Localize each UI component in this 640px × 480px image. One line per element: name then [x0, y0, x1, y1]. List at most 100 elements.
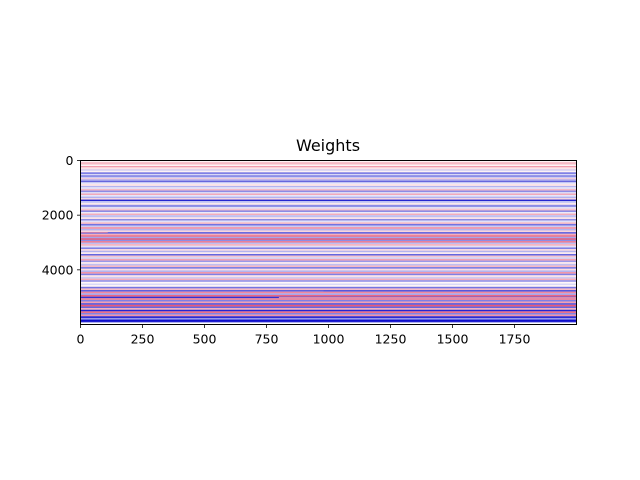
heatmap-row	[80, 206, 577, 209]
heatmap-row	[80, 283, 577, 286]
x-tick-label: 500	[193, 332, 217, 347]
heatmap-row	[80, 239, 577, 242]
heatmap-row	[80, 303, 577, 305]
heatmap-row	[80, 178, 577, 180]
heatmap-row	[80, 172, 577, 175]
heatmap-row	[80, 313, 577, 315]
heatmap-row	[80, 185, 577, 188]
x-tick-label: 750	[255, 332, 279, 347]
x-tick-label: 0	[77, 332, 85, 347]
heatmap-row	[80, 253, 577, 256]
heatmap-row	[80, 210, 577, 212]
heatmap-row	[80, 306, 577, 309]
heatmap-row	[80, 179, 577, 181]
heatmap-row	[80, 176, 577, 179]
heatmap-row	[80, 174, 577, 176]
x-axis: 0 250 500 750 1000 1250 1500 1750	[77, 324, 530, 347]
heatmap-row	[80, 293, 577, 295]
heatmap-row	[80, 164, 577, 167]
heatmap-row	[80, 242, 577, 245]
heatmap-row	[80, 215, 577, 218]
heatmap-row	[80, 263, 577, 266]
heatmap-row	[80, 190, 577, 192]
heatmap-row	[80, 272, 577, 274]
heatmap-row	[80, 167, 577, 170]
heatmap-row	[80, 288, 577, 291]
heatmap-row	[80, 311, 577, 314]
heatmap-row	[80, 270, 577, 273]
heatmap-row	[80, 244, 577, 246]
heatmap-row	[80, 166, 577, 168]
heatmap-row	[80, 220, 577, 223]
heatmap-row	[80, 191, 577, 194]
heatmap-row	[80, 316, 577, 318]
heatmap-row	[80, 169, 577, 171]
heatmap-row	[80, 247, 577, 250]
heatmap-row	[80, 235, 577, 237]
heatmap-row	[80, 188, 577, 191]
heatmap-row	[80, 232, 577, 234]
heatmap-row	[80, 198, 577, 200]
heatmap-row	[80, 281, 577, 284]
heatmap-row	[80, 203, 577, 205]
heatmap-row	[80, 170, 577, 173]
heatmap-row-segment	[80, 290, 324, 292]
heatmap-row	[80, 258, 577, 261]
heatmap-row	[80, 276, 577, 279]
heatmap-row	[80, 211, 577, 214]
heatmap-row	[80, 275, 577, 277]
heatmap-row	[80, 273, 577, 276]
heatmap-row-segment	[80, 232, 108, 233]
y-tick-label: 4000	[42, 262, 74, 277]
heatmap-row	[80, 218, 577, 221]
heatmap-row	[80, 252, 577, 254]
x-tick-label: 1250	[375, 332, 407, 347]
heatmap-row-segment	[278, 297, 577, 299]
heatmap-row	[80, 255, 577, 258]
heatmap-row	[80, 285, 577, 287]
x-tick-label: 250	[131, 332, 155, 347]
heatmap-row	[80, 223, 577, 226]
heatmap-row	[80, 194, 577, 197]
heatmap-row	[80, 228, 577, 231]
heatmap-row	[80, 249, 577, 251]
heatmap-row	[80, 304, 577, 307]
heatmap-row	[80, 298, 577, 300]
chart-title: Weights	[296, 136, 360, 155]
x-tick-label: 1000	[313, 332, 345, 347]
heatmap-row	[80, 262, 577, 264]
heatmap-row	[80, 301, 577, 304]
heatmap-row	[80, 184, 577, 186]
heatmap-image	[80, 160, 577, 323]
heatmap-row	[80, 317, 577, 320]
y-axis: 0 2000 4000	[42, 153, 81, 277]
heatmap-row	[80, 321, 577, 323]
heatmap-row	[80, 175, 577, 177]
x-tick-label: 1500	[437, 332, 469, 347]
heatmap-row	[80, 308, 577, 310]
heatmap-row	[80, 291, 577, 294]
heatmap-row	[80, 257, 577, 259]
heatmap-row	[80, 245, 577, 248]
heatmap-row	[80, 280, 577, 282]
heatmap-row	[80, 241, 577, 243]
heatmap-row	[80, 204, 577, 207]
heatmap-row	[80, 162, 577, 165]
heatmap-row	[80, 286, 577, 289]
heatmap-row	[80, 230, 577, 233]
y-tick-label: 2000	[42, 208, 74, 223]
heatmap-row	[80, 217, 577, 219]
heatmap-row	[80, 309, 577, 312]
heatmap-row	[80, 314, 577, 317]
heatmap-row	[80, 278, 577, 281]
heatmap-row	[80, 227, 577, 229]
heatmap-row	[80, 236, 577, 239]
heatmap-row	[80, 267, 577, 269]
heatmap-row	[80, 208, 577, 211]
heatmap-row	[80, 299, 577, 302]
heatmap-row	[80, 222, 577, 224]
heatmap-row	[80, 180, 577, 183]
heatmap-row	[80, 250, 577, 253]
heatmap-row	[80, 213, 577, 216]
